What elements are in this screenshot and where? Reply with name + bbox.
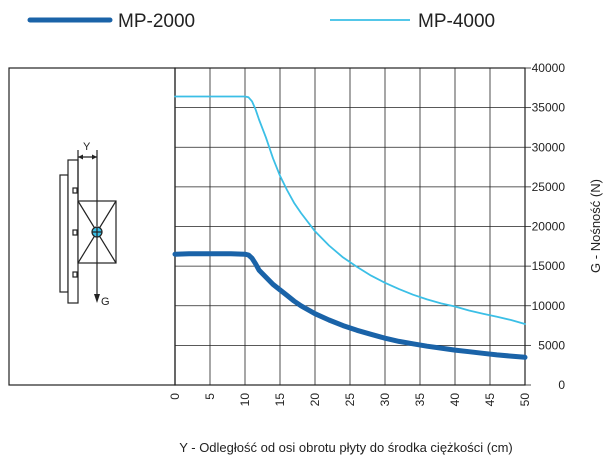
legend-label-mp-2000: MP-2000 [118,11,195,32]
schematic-label-y: Y [83,141,91,153]
schematic-panel: Y G [8,67,176,386]
plot-area: 0 5000 10000 15000 20000 25000 30000 35000 40000… [168,61,565,406]
x-tick-label: 15 [273,393,287,407]
schematic-bracket-bottom [72,271,78,278]
y-tick-label: 30000 [532,140,566,154]
x-axis-title: Y - Odległość od osi obrotu płyty do śro… [179,440,513,455]
x-tick-label: 45 [483,393,497,407]
x-tick-label: 35 [413,393,427,407]
y-tick-label: 25000 [532,180,566,194]
x-tick-label: 50 [518,393,532,407]
x-tick-label: 10 [238,393,252,407]
x-tick-label: 25 [343,393,357,407]
y-tick-label: 5000 [538,338,565,352]
y-axis-title: G - Nośność (N) [588,179,603,273]
legend: MP-2000 MP-4000 [27,11,495,32]
schematic-y-arrow-left [78,154,83,160]
schematic-wall-plate [59,174,69,293]
x-tick-labels: 0 5 10 15 20 25 30 35 40 45 50 [168,393,532,407]
schematic-y-arrow-right [92,154,97,160]
y-tick-label: 20000 [532,220,566,234]
y-tick-label: 15000 [532,259,566,273]
y-tick-labels: 0 5000 10000 15000 20000 25000 30000 35000 40000 [532,61,566,392]
y-tick-label: 40000 [532,61,566,75]
y-tick-label: 35000 [532,101,566,115]
series-layer [172,95,528,360]
x-tick-label: 40 [448,393,462,407]
series-line-mp-4000 [174,95,526,325]
schematic-label-g: G [101,296,110,308]
x-tick-label: 20 [308,393,322,407]
y-tick-label: 10000 [532,299,566,313]
schematic-bracket-top [72,187,78,194]
legend-label-mp-4000: MP-4000 [418,11,495,32]
x-tick-label: 5 [203,393,217,400]
x-tick-label: 30 [378,393,392,407]
x-tick-label: 0 [168,393,182,400]
schematic-bracket-middle [72,229,78,236]
series-line-mp-2000 [172,251,528,360]
y-tick-label: 0 [558,378,565,392]
schematic-g-arrow [94,294,100,303]
grid [174,67,531,386]
